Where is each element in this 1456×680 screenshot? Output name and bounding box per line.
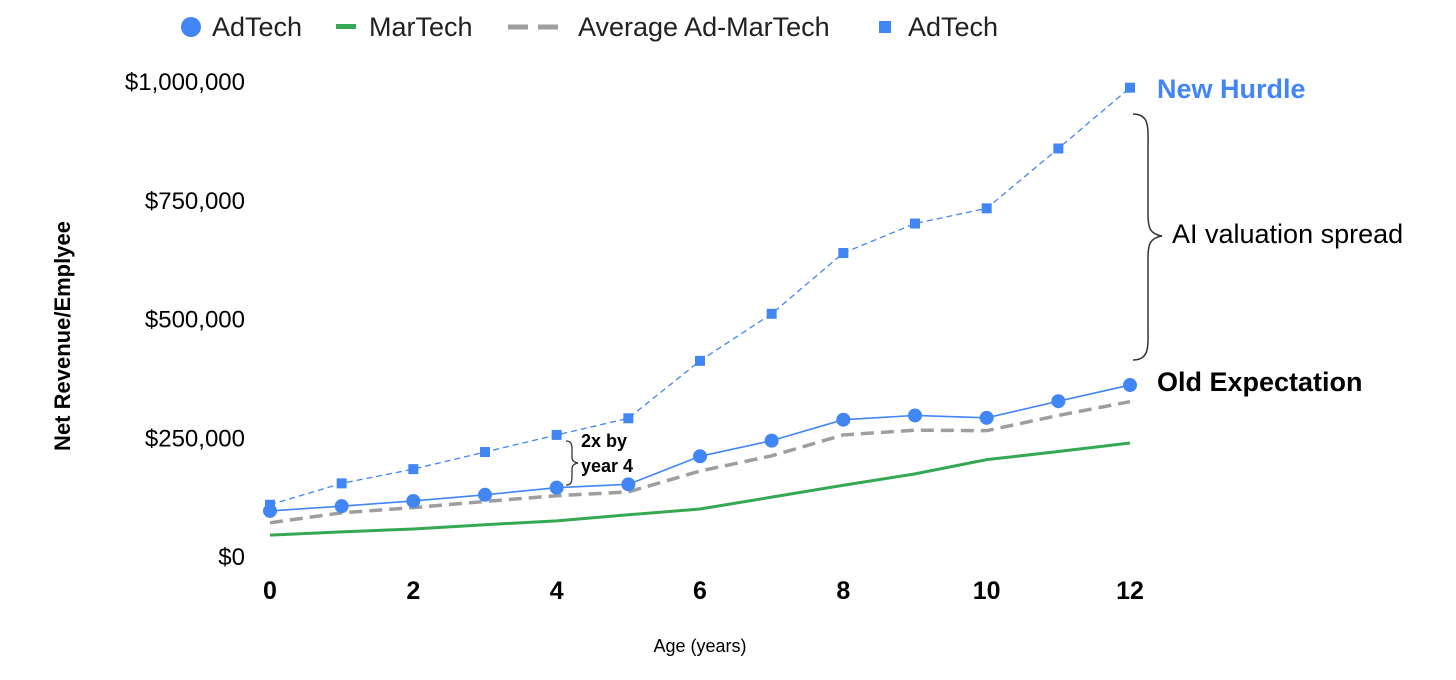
series-line-solid-line [269, 441, 1131, 537]
annotations: New Hurdle Old Expectation AI valuation … [565, 74, 1403, 486]
data-point-circle [836, 412, 851, 427]
data-point-square [551, 429, 562, 440]
data-point-circle [406, 493, 421, 508]
x-axis-ticks: 0 2 4 6 8 10 12 [263, 577, 1144, 605]
annotation-new-hurdle: New Hurdle [1157, 74, 1306, 104]
data-point-square [408, 464, 419, 475]
x-tick-label: 8 [836, 577, 850, 605]
data-point-square [623, 413, 634, 424]
x-tick-label: 10 [973, 577, 1001, 605]
y-tick-label: $750,000 [145, 188, 245, 215]
annotation-2x-line2: year 4 [581, 456, 633, 476]
data-point-square [910, 218, 920, 229]
data-point-square [1053, 143, 1064, 154]
y-axis-label: Net Revenue/Emplyee [50, 221, 75, 451]
data-point-circle [621, 477, 636, 492]
data-point-circle [693, 449, 707, 464]
data-point-square [695, 355, 705, 366]
x-tick-label: 4 [550, 577, 564, 605]
legend-item-martech[interactable]: MarTech [336, 12, 473, 42]
data-point-circle [549, 480, 564, 495]
y-tick-label: $500,000 [145, 307, 245, 334]
x-tick-label: 6 [693, 577, 707, 605]
legend-label-adtech-circle: AdTech [212, 12, 302, 42]
data-point-circle [334, 499, 349, 514]
spread-brace [1132, 113, 1163, 361]
legend-marker-adtech-square [879, 21, 891, 33]
x-tick-label: 2 [406, 577, 420, 605]
data-point-square [981, 203, 992, 214]
y-tick-label: $250,000 [145, 425, 245, 452]
data-point-square [336, 478, 347, 489]
legend-item-adtech-circle[interactable]: AdTech [181, 12, 302, 42]
two-x-brace [565, 440, 579, 486]
data-point-square [1125, 82, 1135, 93]
annotation-ai-spread: AI valuation spread [1172, 219, 1403, 249]
legend-label-martech: MarTech [369, 12, 473, 42]
data-point-circle [1123, 378, 1137, 393]
series-line-solid-circle [269, 384, 1131, 512]
data-point-circle [263, 503, 277, 518]
data-point-square [838, 248, 849, 258]
x-axis-label: Age (years) [653, 636, 746, 656]
legend-marker-martech [336, 24, 356, 29]
data-point-square [480, 447, 490, 458]
legend-item-average[interactable]: Average Ad-MarTech [508, 12, 830, 42]
y-tick-label: $1,000,000 [125, 69, 245, 96]
legend: AdTech MarTech Average Ad-MarTech AdTech [181, 12, 998, 42]
legend-label-adtech-square: AdTech [908, 12, 998, 42]
x-tick-label: 12 [1116, 577, 1144, 605]
series-dashed-square [265, 82, 1135, 510]
series-solid-line [269, 441, 1131, 537]
x-tick-label: 0 [263, 577, 277, 605]
data-point-circle [908, 408, 922, 423]
annotation-old-expectation: Old Expectation [1157, 367, 1363, 397]
y-axis-ticks: $0 $250,000 $500,000 $750,000 $1,000,000 [125, 69, 245, 571]
annotation-2x-line1: 2x by [581, 431, 627, 451]
y-tick-label: $0 [218, 544, 245, 571]
legend-marker-adtech-circle [181, 17, 201, 37]
data-point-circle [1051, 394, 1066, 409]
legend-item-adtech-square[interactable]: AdTech [879, 12, 998, 42]
data-point-circle [979, 410, 994, 425]
series-solid-circle [263, 378, 1137, 518]
data-point-circle [478, 487, 492, 502]
legend-label-average: Average Ad-MarTech [578, 12, 830, 42]
data-point-circle [764, 433, 779, 448]
data-point-square [766, 308, 777, 319]
series-line-dashed-square [269, 87, 1131, 506]
series-layer [263, 82, 1137, 537]
